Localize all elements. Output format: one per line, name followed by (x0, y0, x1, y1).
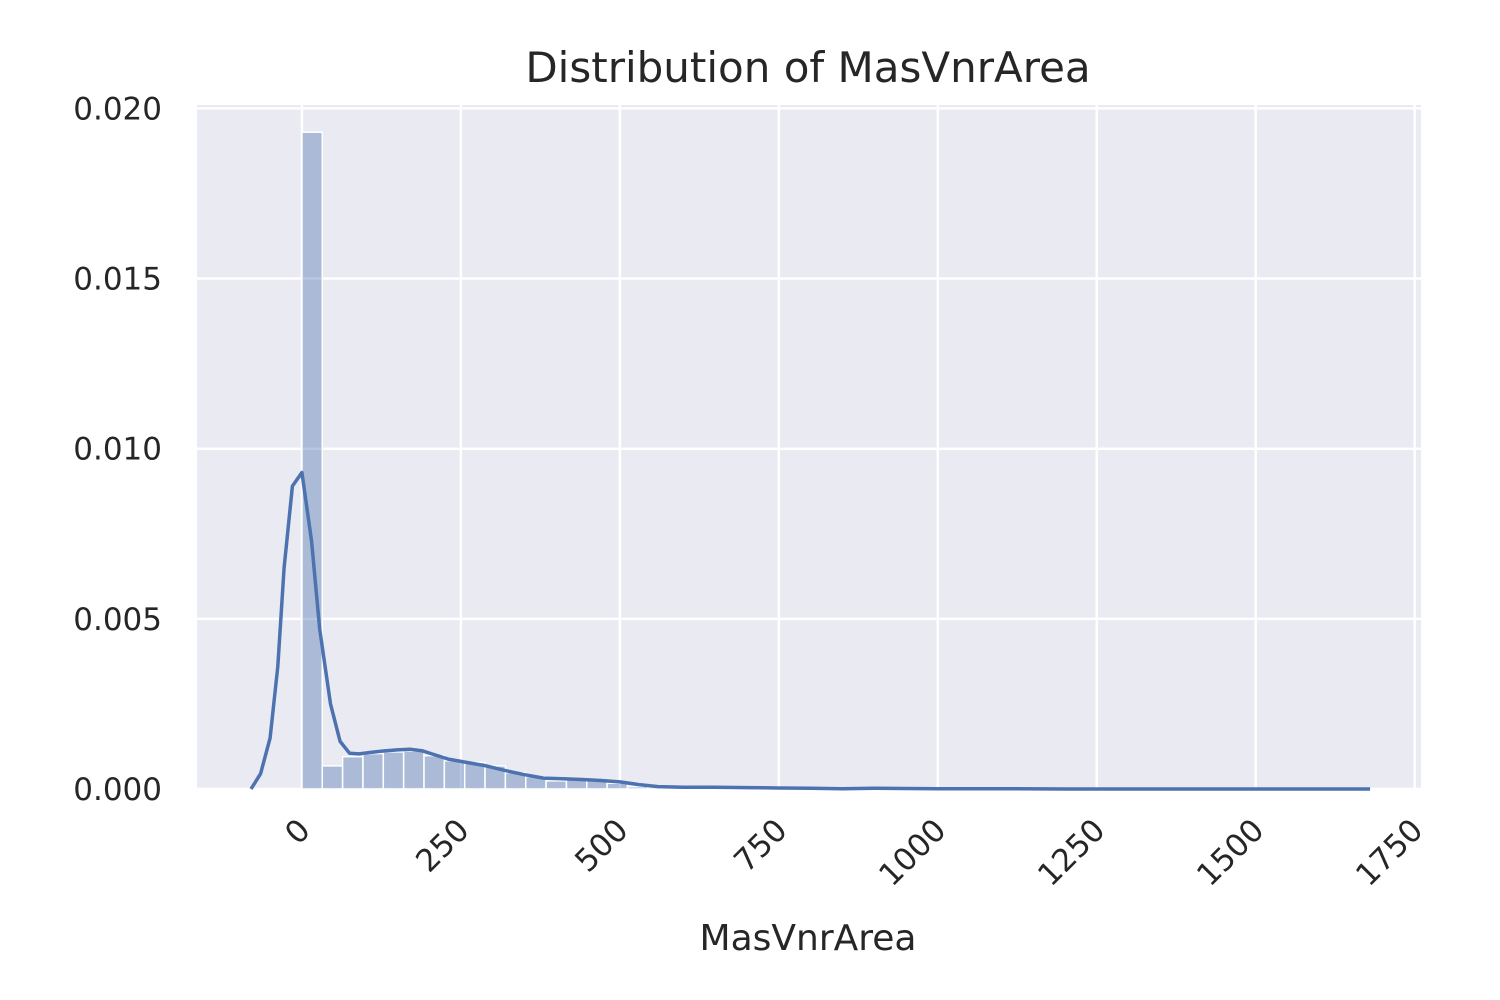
x-tick-label: 1000 (872, 812, 953, 893)
histogram-bar (382, 751, 405, 790)
y-tick-label: 0.020 (73, 91, 162, 127)
y-tick-label: 0.005 (73, 602, 162, 638)
x-tick-label: 0 (278, 812, 317, 851)
histogram-bar (341, 755, 364, 790)
histogram-bar (423, 754, 446, 790)
histogram-bars (301, 131, 1015, 790)
y-tick-label: 0.015 (73, 262, 162, 298)
y-tick-labels: 0.000 0.005 0.010 0.015 0.020 (73, 91, 162, 808)
plot-background (197, 105, 1421, 789)
y-tick-label: 0.000 (73, 772, 162, 808)
x-tick-labels: 0 250 500 750 1000 1250 1500 1750 (278, 812, 1430, 893)
chart-title: Distribution of MasVnrArea (525, 43, 1090, 92)
histogram-bar (545, 780, 568, 790)
y-tick-label: 0.010 (73, 432, 162, 468)
histogram-bar (443, 760, 466, 790)
histogram-bar (301, 131, 324, 790)
x-tick-label: 250 (409, 812, 476, 879)
x-tick-label: 500 (568, 812, 635, 879)
kde-line (249, 470, 1371, 791)
x-tick-label: 750 (727, 812, 794, 879)
histogram-bar (362, 752, 385, 790)
x-axis-label: MasVnrArea (700, 918, 917, 959)
histogram-bar (626, 785, 649, 790)
x-tick-label: 1250 (1031, 812, 1112, 893)
histogram-bar (321, 765, 344, 790)
x-tick-label: 1750 (1349, 812, 1430, 893)
histogram-bar (402, 750, 425, 790)
x-tick-label: 1500 (1190, 812, 1271, 893)
